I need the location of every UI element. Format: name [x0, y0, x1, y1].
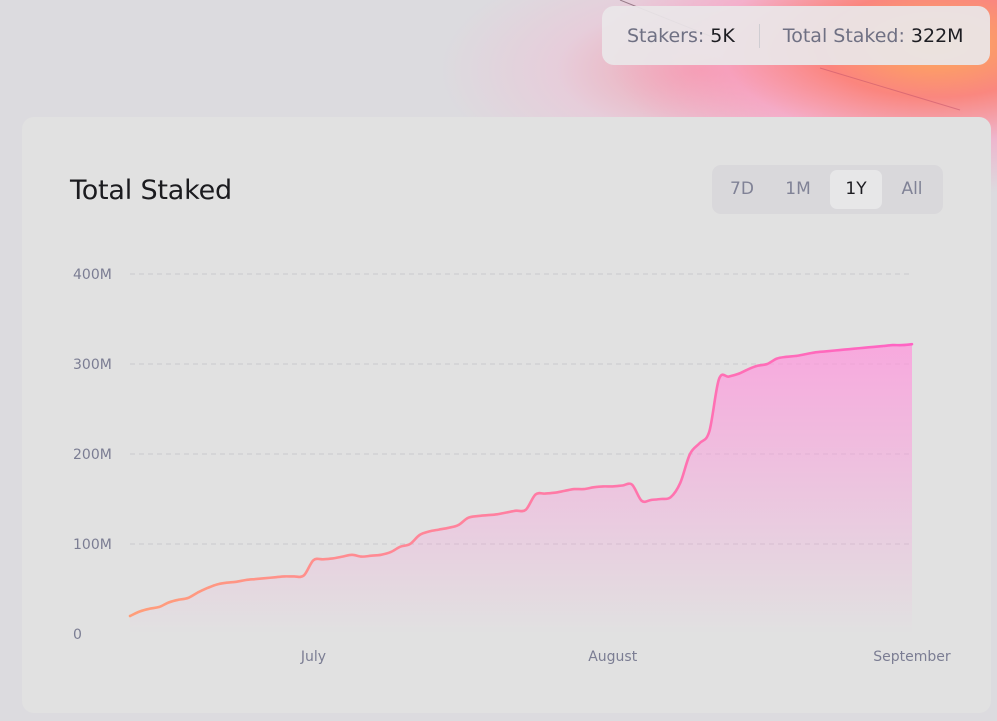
stakers-label: Stakers:: [627, 24, 705, 47]
stats-divider: [758, 23, 760, 48]
x-tick-label: August: [588, 649, 638, 665]
series-line: [128, 342, 914, 618]
stakers-value: 5K: [710, 24, 735, 47]
y-tick-label: 400M: [73, 267, 112, 283]
x-tick-label: July: [300, 649, 326, 665]
y-tick-label: 0: [73, 627, 82, 643]
tab-1m[interactable]: 1M: [785, 179, 811, 199]
tab-7d[interactable]: 7D: [730, 179, 754, 199]
y-tick-label: 100M: [73, 537, 112, 553]
card-title: Total Staked: [70, 175, 232, 206]
y-tick-label: 200M: [73, 447, 112, 463]
total-staked-value: 322M: [910, 24, 964, 47]
x-tick-label: September: [873, 649, 951, 665]
tab-1y[interactable]: 1Y: [830, 170, 882, 209]
stats-summary: Stakers: 5K Total Staked: 322M: [602, 6, 990, 65]
y-tick-label: 300M: [73, 357, 112, 373]
time-range-tabs: 7D 1M 1Y All: [712, 165, 943, 214]
area-fill: [130, 344, 912, 634]
tab-all[interactable]: All: [901, 179, 923, 199]
total-staked-label: Total Staked:: [782, 24, 905, 47]
